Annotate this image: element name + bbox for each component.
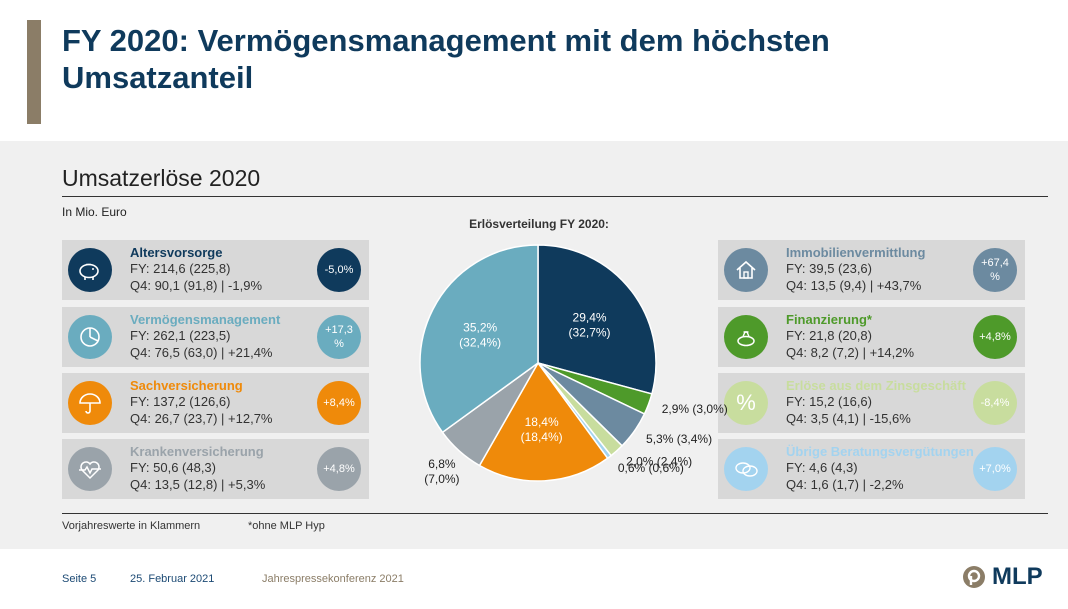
money-bag-icon bbox=[724, 315, 768, 359]
card-q4: Q4: 76,5 (63,0) | +21,4% bbox=[130, 345, 273, 360]
chart-title: Erlösverteilung FY 2020: bbox=[469, 217, 609, 231]
pie-slice-altersvorsorge bbox=[537, 244, 657, 395]
slide-title: FY 2020: Vermögensmanagement mit dem höc… bbox=[62, 22, 1022, 96]
data-label-ubrige-beratungsvergutungen: 0,6% (0,6%) bbox=[618, 461, 684, 475]
content-panel: Umsatzerlöse 2020 In Mio. Euro Altersvor… bbox=[0, 141, 1068, 549]
data-label-prev-altersvorsorge: (32,7%) bbox=[569, 326, 611, 340]
data-label-altersvorsorge: 29,4% bbox=[573, 311, 607, 325]
card-immobilienvermittlung: Immobilienvermittlung FY: 39,5 (23,6) Q4… bbox=[718, 240, 1025, 300]
data-label-immobilienvermittlung: 5,3% (3,4%) bbox=[646, 432, 712, 446]
data-label-erlose-aus-dem-zinsgeschaft: 2,0% (2,4%) bbox=[626, 454, 692, 468]
data-label-vermogensmanagement: 35,2% bbox=[463, 321, 497, 335]
change-badge: +4,8% bbox=[317, 447, 361, 491]
change-badge: +17,3 % bbox=[317, 315, 361, 359]
section-subtitle: Umsatzerlöse 2020 bbox=[62, 165, 261, 191]
card-fy: FY: 21,8 (20,8) bbox=[786, 328, 872, 343]
speech-bubbles-icon bbox=[724, 447, 768, 491]
card-name: Vermögensmanagement bbox=[130, 312, 281, 327]
data-label-krankenversicherung: 6,8% bbox=[428, 457, 456, 471]
card-sachversicherung: Sachversicherung FY: 137,2 (126,6) Q4: 2… bbox=[62, 373, 369, 433]
card-q4: Q4: 90,1 (91,8) | -1,9% bbox=[130, 278, 262, 293]
heartbeat-icon bbox=[68, 447, 112, 491]
pie-slice-vermogensmanagement bbox=[419, 244, 539, 434]
accent-bar bbox=[27, 20, 41, 124]
card-name: Krankenversicherung bbox=[130, 444, 264, 459]
card-q4: Q4: 3,5 (4,1) | -15,6% bbox=[786, 411, 911, 426]
data-label-sachversicherung: 18,4% bbox=[525, 415, 559, 429]
mlp-logo-icon bbox=[963, 566, 985, 588]
divider-top bbox=[62, 196, 1048, 197]
card-zinsgeschaeft: % Erlöse aus dem Zinsgeschäft FY: 15,2 (… bbox=[718, 373, 1025, 433]
house-icon bbox=[724, 248, 768, 292]
card-name: Erlöse aus dem Zinsgeschäft bbox=[786, 378, 966, 393]
footer-date: 25. Februar 2021 bbox=[130, 573, 215, 585]
card-altersvorsorge: Altersvorsorge FY: 214,6 (225,8) Q4: 90,… bbox=[62, 240, 369, 300]
slide-title-line1: FY 2020: Vermögensmanagement mit dem höc… bbox=[62, 23, 830, 58]
footnote-prior-year: Vorjahreswerte in Klammern bbox=[62, 520, 201, 532]
card-name: Übrige Beratungsvergütungen bbox=[786, 444, 974, 459]
unit-label: In Mio. Euro bbox=[62, 205, 127, 219]
footnote-mlp-hyp: *ohne MLP Hyp bbox=[248, 520, 325, 532]
card-q4: Q4: 1,6 (1,7) | -2,2% bbox=[786, 477, 904, 492]
change-badge: -5,0% bbox=[317, 248, 361, 292]
piggy-bank-icon bbox=[68, 248, 112, 292]
percent-icon: % bbox=[724, 381, 768, 425]
card-fy: FY: 137,2 (126,6) bbox=[130, 394, 231, 409]
data-label-finanzierung: 2,9% (3,0%) bbox=[662, 402, 728, 416]
change-badge: +7,0% bbox=[973, 447, 1017, 491]
footer-event: Jahrespressekonferenz 2021 bbox=[262, 573, 404, 585]
card-q4: Q4: 8,2 (7,2) | +14,2% bbox=[786, 345, 915, 360]
slide-title-line2: Umsatzanteil bbox=[62, 60, 254, 95]
revenue-pie-chart: 29,4%(32,7%) 2,9% (3,0%) 5,3% (3,4%) 2,0% (… bbox=[419, 244, 728, 486]
card-fy: FY: 15,2 (16,6) bbox=[786, 394, 872, 409]
mlp-logo-text: MLP bbox=[992, 563, 1043, 590]
card-fy: FY: 50,6 (48,3) bbox=[130, 460, 216, 475]
card-name: Altersvorsorge bbox=[130, 245, 223, 260]
card-krankenversicherung: Krankenversicherung FY: 50,6 (48,3) Q4: … bbox=[62, 439, 369, 499]
card-name: Sachversicherung bbox=[130, 378, 243, 393]
change-badge: +67,4 % bbox=[973, 248, 1017, 292]
data-label-prev-vermogensmanagement: (32,4%) bbox=[459, 336, 501, 350]
card-q4: Q4: 13,5 (9,4) | +43,7% bbox=[786, 278, 922, 293]
card-fy: FY: 4,6 (4,3) bbox=[786, 460, 858, 475]
data-label-prev-krankenversicherung: (7,0%) bbox=[424, 472, 459, 486]
card-q4: Q4: 26,7 (23,7) | +12,7% bbox=[130, 411, 273, 426]
divider-bottom bbox=[62, 513, 1048, 514]
card-fy: FY: 214,6 (225,8) bbox=[130, 261, 231, 276]
card-q4: Q4: 13,5 (12,8) | +5,3% bbox=[130, 477, 266, 492]
change-badge: +8,4% bbox=[317, 381, 361, 425]
pie-slice-sachversicherung bbox=[478, 361, 609, 482]
card-vermoegensmanagement: Vermögensmanagement FY: 262,1 (223,5) Q4… bbox=[62, 307, 369, 367]
umbrella-icon bbox=[68, 381, 112, 425]
card-fy: FY: 262,1 (223,5) bbox=[130, 328, 231, 343]
card-name: Finanzierung* bbox=[786, 312, 872, 327]
card-name: Immobilienvermittlung bbox=[786, 245, 926, 260]
change-badge: -8,4% bbox=[973, 381, 1017, 425]
data-label-prev-sachversicherung: (18,4%) bbox=[521, 430, 563, 444]
mlp-logo: MLP bbox=[962, 563, 1043, 591]
pie-chart-icon bbox=[68, 315, 112, 359]
card-finanzierung: Finanzierung* FY: 21,8 (20,8) Q4: 8,2 (7… bbox=[718, 307, 1025, 367]
svg-text:%: % bbox=[736, 390, 756, 415]
page-number: Seite 5 bbox=[62, 573, 97, 585]
card-uebrige-beratung: Übrige Beratungsvergütungen FY: 4,6 (4,3… bbox=[718, 439, 1025, 499]
change-badge: +4,8% bbox=[973, 315, 1017, 359]
card-fy: FY: 39,5 (23,6) bbox=[786, 261, 872, 276]
